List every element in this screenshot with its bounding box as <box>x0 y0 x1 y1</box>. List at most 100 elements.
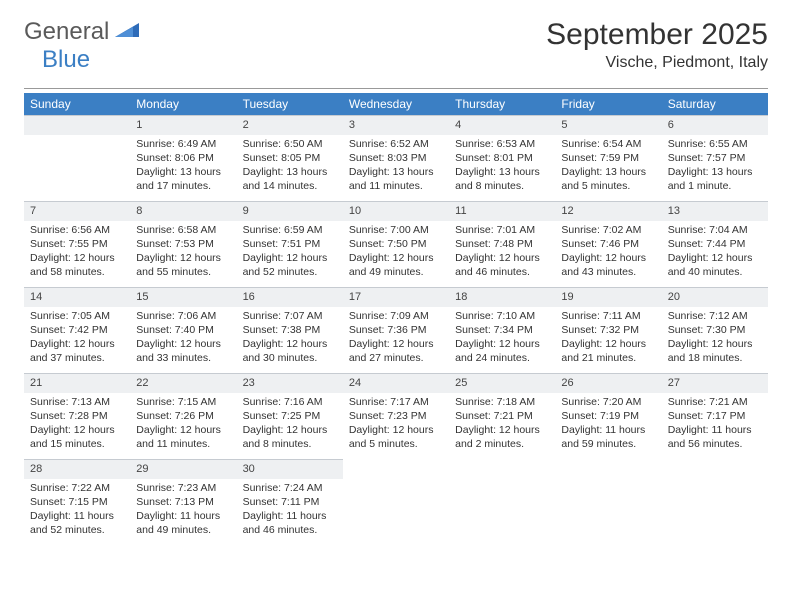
sunset-line: Sunset: 7:57 PM <box>668 151 762 165</box>
day-number: 22 <box>130 373 236 393</box>
day-cell: 19Sunrise: 7:11 AMSunset: 7:32 PMDayligh… <box>555 287 661 373</box>
day-number: 25 <box>449 373 555 393</box>
sunrise-line: Sunrise: 6:56 AM <box>30 223 124 237</box>
day-cell: 20Sunrise: 7:12 AMSunset: 7:30 PMDayligh… <box>662 287 768 373</box>
daylight-line: Daylight: 12 hours and 33 minutes. <box>136 337 230 365</box>
day-cell: 16Sunrise: 7:07 AMSunset: 7:38 PMDayligh… <box>237 287 343 373</box>
day-body: Sunrise: 7:22 AMSunset: 7:15 PMDaylight:… <box>24 479 130 544</box>
day-cell: 11Sunrise: 7:01 AMSunset: 7:48 PMDayligh… <box>449 201 555 287</box>
day-number: 19 <box>555 287 661 307</box>
daylight-line: Daylight: 12 hours and 2 minutes. <box>455 423 549 451</box>
sunrise-line: Sunrise: 7:11 AM <box>561 309 655 323</box>
header-rule <box>24 88 768 89</box>
weekday-header: Saturday <box>662 93 768 115</box>
daylight-line: Daylight: 13 hours and 11 minutes. <box>349 165 443 193</box>
sunrise-line: Sunrise: 7:13 AM <box>30 395 124 409</box>
sunset-line: Sunset: 7:26 PM <box>136 409 230 423</box>
day-body: Sunrise: 7:24 AMSunset: 7:11 PMDaylight:… <box>237 479 343 544</box>
day-body: Sunrise: 7:06 AMSunset: 7:40 PMDaylight:… <box>130 307 236 372</box>
day-cell: 22 Sunrise: 7:15 AMSunset: 7:26 PMDayligh… <box>130 373 236 459</box>
daylight-line: Daylight: 13 hours and 17 minutes. <box>136 165 230 193</box>
sunset-line: Sunset: 7:28 PM <box>30 409 124 423</box>
day-body: Sunrise: 6:49 AMSunset: 8:06 PMDaylight:… <box>130 135 236 200</box>
day-number: 1 <box>130 115 236 135</box>
sunset-line: Sunset: 7:23 PM <box>349 409 443 423</box>
day-cell: 24Sunrise: 7:17 AMSunset: 7:23 PMDayligh… <box>343 373 449 459</box>
day-number: 23 <box>237 373 343 393</box>
day-cell: 14Sunrise: 7:05 AMSunset: 7:42 PMDayligh… <box>24 287 130 373</box>
daylight-line: Daylight: 11 hours and 46 minutes. <box>243 509 337 537</box>
day-cell: 25 Sunrise: 7:18 AMSunset: 7:21 PMDayligh… <box>449 373 555 459</box>
sunset-line: Sunset: 7:55 PM <box>30 237 124 251</box>
sunset-line: Sunset: 8:06 PM <box>136 151 230 165</box>
sunset-line: Sunset: 7:48 PM <box>455 237 549 251</box>
daylight-line: Daylight: 11 hours and 59 minutes. <box>561 423 655 451</box>
sunrise-line: Sunrise: 7:18 AM <box>455 395 549 409</box>
sunset-line: Sunset: 7:51 PM <box>243 237 337 251</box>
sunrise-line: Sunrise: 6:52 AM <box>349 137 443 151</box>
day-body: Sunrise: 7:05 AMSunset: 7:42 PMDaylight:… <box>24 307 130 372</box>
day-number: 30 <box>237 459 343 479</box>
daylight-line: Daylight: 13 hours and 1 minute. <box>668 165 762 193</box>
day-cell: 7Sunrise: 6:56 AMSunset: 7:55 PMDaylight… <box>24 201 130 287</box>
sunset-line: Sunset: 7:15 PM <box>30 495 124 509</box>
day-body: Sunrise: 6:54 AMSunset: 7:59 PMDaylight:… <box>555 135 661 200</box>
daylight-line: Daylight: 12 hours and 52 minutes. <box>243 251 337 279</box>
sunset-line: Sunset: 7:21 PM <box>455 409 549 423</box>
day-body: Sunrise: 7:13 AMSunset: 7:28 PMDaylight:… <box>24 393 130 458</box>
day-number: 29 <box>130 459 236 479</box>
sunset-line: Sunset: 7:59 PM <box>561 151 655 165</box>
sunset-line: Sunset: 8:03 PM <box>349 151 443 165</box>
sunset-line: Sunset: 7:50 PM <box>349 237 443 251</box>
weekday-header: Sunday <box>24 93 130 115</box>
sunset-line: Sunset: 7:19 PM <box>561 409 655 423</box>
day-number: 2 <box>237 115 343 135</box>
day-number: 13 <box>662 201 768 221</box>
day-cell: 6Sunrise: 6:55 AMSunset: 7:57 PMDaylight… <box>662 115 768 201</box>
day-number: 24 <box>343 373 449 393</box>
title-block: September 2025 Vische, Piedmont, Italy <box>546 18 768 72</box>
sunrise-line: Sunrise: 6:58 AM <box>136 223 230 237</box>
day-body: Sunrise: 6:52 AMSunset: 8:03 PMDaylight:… <box>343 135 449 200</box>
sunrise-line: Sunrise: 7:15 AM <box>136 395 230 409</box>
weekday-header: Wednesday <box>343 93 449 115</box>
sunset-line: Sunset: 7:30 PM <box>668 323 762 337</box>
sunset-line: Sunset: 7:34 PM <box>455 323 549 337</box>
sunset-line: Sunset: 7:53 PM <box>136 237 230 251</box>
weekday-header: Friday <box>555 93 661 115</box>
day-number: 11 <box>449 201 555 221</box>
sunset-line: Sunset: 7:13 PM <box>136 495 230 509</box>
daylight-line: Daylight: 12 hours and 37 minutes. <box>30 337 124 365</box>
day-body: Sunrise: 7:01 AMSunset: 7:48 PMDaylight:… <box>449 221 555 286</box>
day-cell: 21Sunrise: 7:13 AMSunset: 7:28 PMDayligh… <box>24 373 130 459</box>
daylight-line: Daylight: 13 hours and 5 minutes. <box>561 165 655 193</box>
day-body: Sunrise: 6:50 AMSunset: 8:05 PMDaylight:… <box>237 135 343 200</box>
sunrise-line: Sunrise: 7:21 AM <box>668 395 762 409</box>
day-number: 27 <box>662 373 768 393</box>
day-number: 5 <box>555 115 661 135</box>
day-cell: 29Sunrise: 7:23 AMSunset: 7:13 PMDayligh… <box>130 459 236 545</box>
day-number: 10 <box>343 201 449 221</box>
location: Vische, Piedmont, Italy <box>546 54 768 72</box>
daylight-line: Daylight: 12 hours and 27 minutes. <box>349 337 443 365</box>
day-number: 12 <box>555 201 661 221</box>
day-number: 15 <box>130 287 236 307</box>
day-cell: 10Sunrise: 7:00 AMSunset: 7:50 PMDayligh… <box>343 201 449 287</box>
sunset-line: Sunset: 7:25 PM <box>243 409 337 423</box>
daylight-line: Daylight: 12 hours and 11 minutes. <box>136 423 230 451</box>
day-body: Sunrise: 7:20 AMSunset: 7:19 PMDaylight:… <box>555 393 661 458</box>
day-body: Sunrise: 7:09 AMSunset: 7:36 PMDaylight:… <box>343 307 449 372</box>
sunrise-line: Sunrise: 7:09 AM <box>349 309 443 323</box>
logo-mark-icon <box>115 21 141 44</box>
day-cell: 17Sunrise: 7:09 AMSunset: 7:36 PMDayligh… <box>343 287 449 373</box>
day-body: Sunrise: 7:16 AMSunset: 7:25 PMDaylight:… <box>237 393 343 458</box>
sunrise-line: Sunrise: 7:20 AM <box>561 395 655 409</box>
day-cell: 2Sunrise: 6:50 AMSunset: 8:05 PMDaylight… <box>237 115 343 201</box>
day-body: Sunrise: 7:10 AMSunset: 7:34 PMDaylight:… <box>449 307 555 372</box>
daylight-line: Daylight: 12 hours and 30 minutes. <box>243 337 337 365</box>
logo: General <box>24 18 143 46</box>
daylight-line: Daylight: 12 hours and 24 minutes. <box>455 337 549 365</box>
sunrise-line: Sunrise: 7:23 AM <box>136 481 230 495</box>
sunrise-line: Sunrise: 7:22 AM <box>30 481 124 495</box>
day-number: 28 <box>24 459 130 479</box>
